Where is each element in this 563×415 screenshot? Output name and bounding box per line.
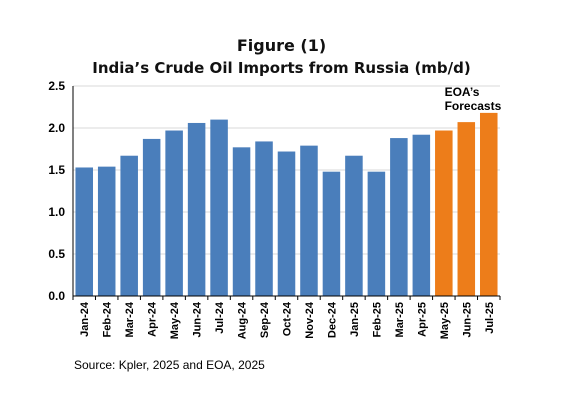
x-tick-label: Feb-25 bbox=[371, 302, 383, 337]
x-tick-label: Mar-25 bbox=[394, 302, 406, 337]
x-tick-label: Apr-24 bbox=[147, 301, 159, 337]
x-tick-label: Dec-24 bbox=[326, 301, 338, 338]
bar bbox=[120, 155, 138, 296]
x-tick-label: Jun-25 bbox=[461, 302, 473, 337]
x-tick-label: Jan-24 bbox=[79, 301, 91, 337]
forecast-annotation-line: Forecasts bbox=[445, 99, 502, 113]
x-tick-label: Feb-24 bbox=[102, 301, 114, 337]
forecast-annotation-line: EOA’s bbox=[445, 85, 480, 99]
x-tick-label: Jul-25 bbox=[484, 302, 496, 334]
y-tick-label: 0.0 bbox=[48, 289, 65, 303]
bar bbox=[457, 122, 476, 297]
y-tick-label: 2.0 bbox=[48, 121, 65, 135]
bar bbox=[210, 119, 228, 296]
bar bbox=[390, 138, 408, 296]
x-tick-label: May-24 bbox=[169, 301, 181, 339]
y-tick-label: 1.5 bbox=[48, 163, 65, 177]
bar bbox=[300, 145, 318, 296]
y-tick-labels: 0.0 0.5 1.0 1.5 2.0 2.5 bbox=[48, 79, 65, 303]
bar bbox=[75, 167, 94, 296]
x-tick-label: Aug-24 bbox=[237, 301, 249, 339]
x-tick-labels: Jan-24 Feb-24 Mar-24 Apr-24 May-24 Jun-24 Jul-… bbox=[79, 301, 496, 339]
bar bbox=[232, 147, 251, 296]
x-tick-label: Jan-25 bbox=[349, 302, 361, 337]
bar bbox=[97, 166, 116, 296]
x-tick-label: Nov-24 bbox=[304, 301, 316, 339]
bar bbox=[187, 122, 206, 297]
bar bbox=[367, 171, 386, 296]
x-tick-label: Jul-24 bbox=[214, 301, 226, 334]
x-tick-label: Sep-24 bbox=[259, 301, 271, 338]
bar bbox=[479, 112, 498, 296]
bar bbox=[142, 138, 161, 296]
bar bbox=[255, 141, 273, 296]
bar bbox=[435, 130, 453, 296]
x-tick-label: Oct-24 bbox=[282, 301, 294, 336]
axes bbox=[72, 86, 501, 300]
bar bbox=[412, 134, 431, 296]
bar bbox=[345, 155, 363, 296]
figure-label: Figure (1) bbox=[236, 36, 327, 55]
x-tick-label: Mar-24 bbox=[124, 301, 136, 337]
x-tick-label: May-25 bbox=[439, 302, 451, 339]
source-note: Source: Kpler, 2025 and EOA, 2025 bbox=[74, 358, 265, 372]
bar bbox=[165, 130, 183, 296]
y-tick-label: 1.0 bbox=[48, 205, 65, 219]
x-tick-label: Jun-24 bbox=[192, 301, 204, 337]
y-tick-label: 2.5 bbox=[48, 79, 65, 93]
bar bbox=[277, 151, 296, 296]
y-tick-label: 0.5 bbox=[48, 247, 65, 261]
bars bbox=[75, 112, 498, 297]
chart-title: India’s Crude Oil Imports from Russia (m… bbox=[92, 59, 471, 77]
bar bbox=[322, 171, 341, 296]
x-tick-label: Apr-25 bbox=[416, 302, 428, 337]
